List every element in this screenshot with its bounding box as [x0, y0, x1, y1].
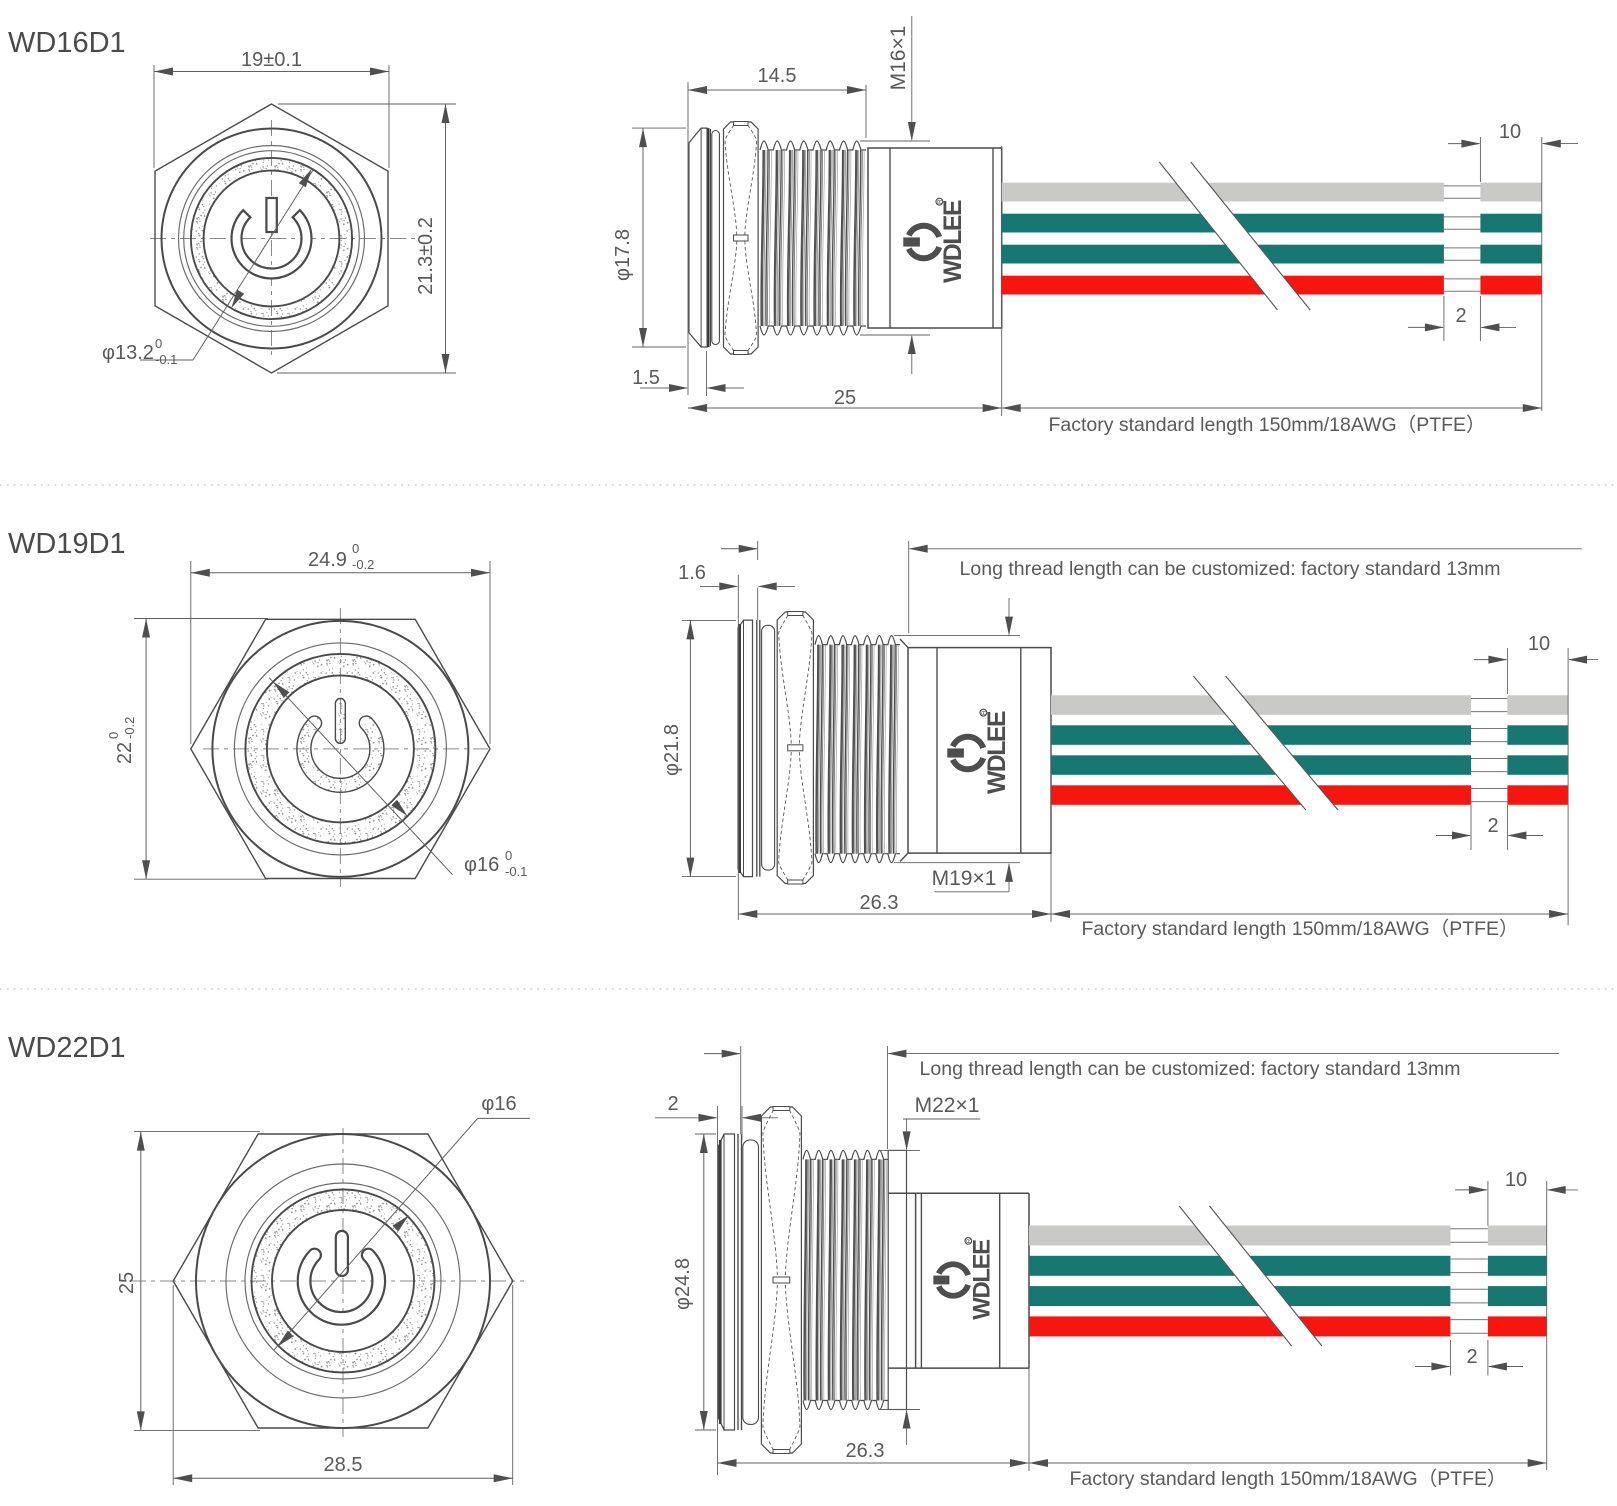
svg-text:φ17.8: φ17.8: [612, 229, 634, 281]
svg-text:0: 0: [106, 732, 121, 739]
svg-text:26.3: 26.3: [860, 892, 899, 914]
svg-text:1.6: 1.6: [678, 562, 706, 584]
svg-text:R: R: [981, 710, 988, 715]
svg-text:Long thread length can be cust: Long thread length can be customized: fa…: [920, 1058, 1461, 1080]
svg-text:2: 2: [1466, 1346, 1477, 1368]
svg-text:WDLEE: WDLEE: [968, 1239, 995, 1320]
svg-text:0: 0: [505, 848, 512, 863]
svg-text:21.3±0.2: 21.3±0.2: [415, 217, 437, 295]
svg-text:0: 0: [155, 336, 162, 351]
svg-text:2: 2: [1487, 815, 1498, 837]
svg-text:-0.2: -0.2: [352, 557, 374, 572]
svg-text:28.5: 28.5: [324, 1454, 363, 1476]
svg-text:1.5: 1.5: [632, 367, 660, 389]
svg-text:24.9: 24.9: [308, 549, 347, 571]
svg-text:Factory standard length 150mm/: Factory standard length 150mm/18AWG（PTFE…: [1081, 918, 1518, 940]
svg-text:19±0.1: 19±0.1: [241, 49, 302, 71]
svg-text:M16×1: M16×1: [887, 26, 910, 91]
svg-text:φ24.8: φ24.8: [672, 1258, 694, 1310]
svg-text:-0.1: -0.1: [505, 864, 527, 879]
svg-text:WD16D1: WD16D1: [8, 27, 126, 59]
svg-text:25: 25: [116, 1272, 138, 1294]
svg-text:25: 25: [834, 387, 856, 409]
svg-text:10: 10: [1505, 1169, 1527, 1191]
svg-text:22: 22: [114, 742, 136, 764]
svg-text:φ16: φ16: [481, 1093, 516, 1115]
svg-text:R: R: [966, 1238, 973, 1243]
svg-text:26.3: 26.3: [846, 1440, 885, 1462]
svg-text:R: R: [937, 199, 944, 204]
svg-text:WDLEE: WDLEE: [940, 200, 967, 283]
svg-text:-0.1: -0.1: [155, 352, 177, 367]
svg-text:Factory standard length 150mm/: Factory standard length 150mm/18AWG（PTFE…: [1048, 414, 1485, 436]
svg-text:10: 10: [1499, 121, 1521, 143]
svg-text:14.5: 14.5: [758, 65, 797, 87]
svg-text:φ21.8: φ21.8: [661, 724, 683, 776]
svg-text:2: 2: [1455, 305, 1466, 327]
svg-text:M22×1: M22×1: [915, 1094, 980, 1117]
svg-text:WD19D1: WD19D1: [8, 528, 126, 560]
svg-text:φ16: φ16: [464, 854, 499, 876]
svg-text:Long thread length can be cust: Long thread length can be customized: fa…: [960, 558, 1501, 580]
svg-text:-0.2: -0.2: [122, 717, 137, 739]
svg-text:φ13.2: φ13.2: [102, 342, 154, 364]
svg-text:M19×1: M19×1: [932, 867, 997, 890]
svg-text:WD22D1: WD22D1: [8, 1032, 126, 1064]
svg-text:2: 2: [667, 1093, 678, 1115]
svg-text:10: 10: [1528, 633, 1550, 655]
svg-text:WDLEE: WDLEE: [984, 711, 1011, 794]
svg-text:0: 0: [352, 541, 359, 556]
svg-text:Factory standard length 150mm/: Factory standard length 150mm/18AWG（PTFE…: [1069, 1468, 1506, 1490]
